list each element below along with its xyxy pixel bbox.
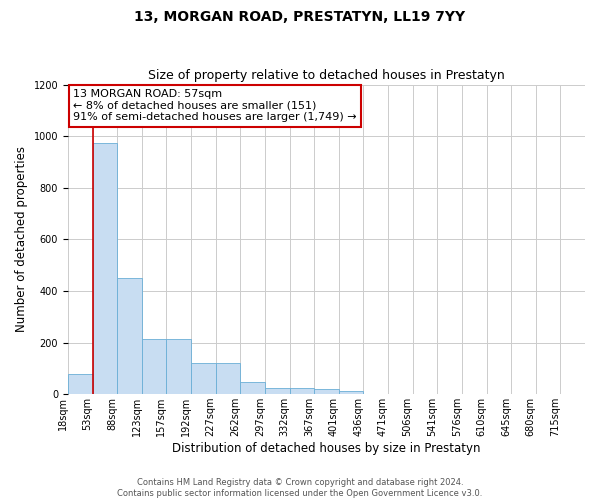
- Text: 13 MORGAN ROAD: 57sqm
← 8% of detached houses are smaller (151)
91% of semi-deta: 13 MORGAN ROAD: 57sqm ← 8% of detached h…: [73, 89, 356, 122]
- Bar: [314, 389, 339, 394]
- X-axis label: Distribution of detached houses by size in Prestatyn: Distribution of detached houses by size …: [172, 442, 481, 455]
- Bar: [290, 388, 314, 394]
- Text: 13, MORGAN ROAD, PRESTATYN, LL19 7YY: 13, MORGAN ROAD, PRESTATYN, LL19 7YY: [134, 10, 466, 24]
- Y-axis label: Number of detached properties: Number of detached properties: [15, 146, 28, 332]
- Bar: [339, 391, 364, 394]
- Bar: [117, 278, 142, 394]
- Title: Size of property relative to detached houses in Prestatyn: Size of property relative to detached ho…: [148, 69, 505, 82]
- Bar: [166, 338, 191, 394]
- Bar: [92, 142, 117, 394]
- Bar: [240, 382, 265, 394]
- Bar: [191, 363, 215, 394]
- Bar: [215, 363, 240, 394]
- Bar: [265, 388, 290, 394]
- Bar: [68, 374, 92, 394]
- Text: Contains HM Land Registry data © Crown copyright and database right 2024.
Contai: Contains HM Land Registry data © Crown c…: [118, 478, 482, 498]
- Bar: [142, 338, 166, 394]
